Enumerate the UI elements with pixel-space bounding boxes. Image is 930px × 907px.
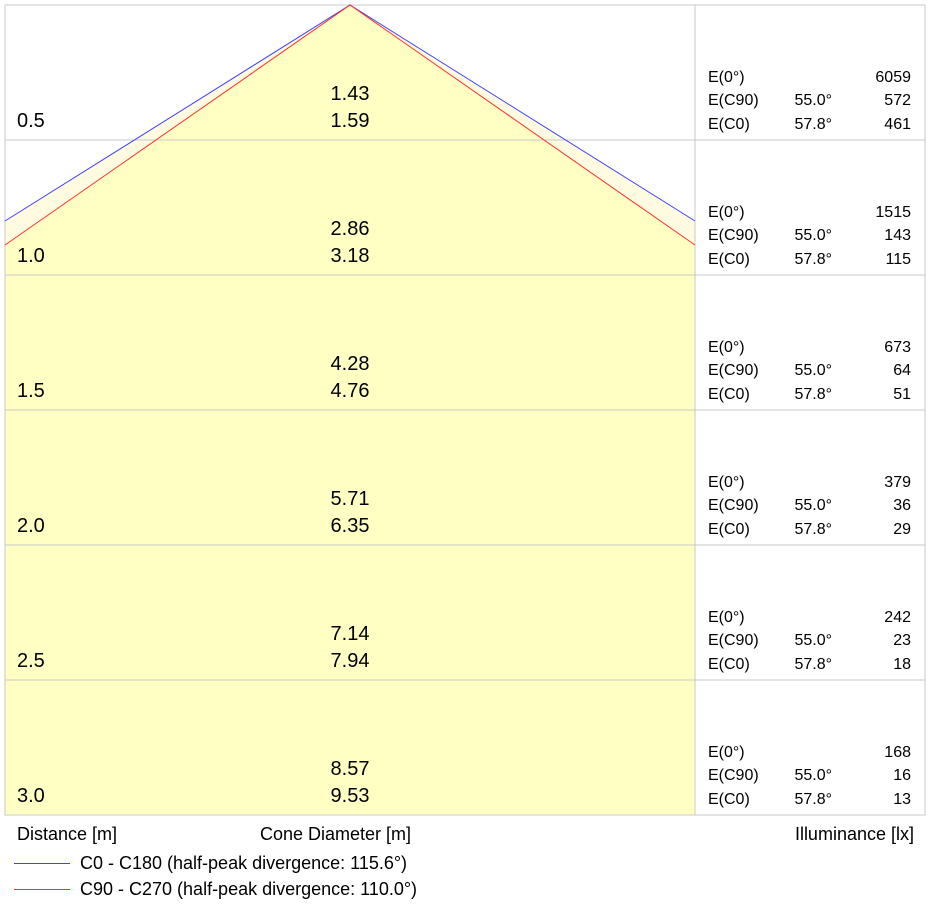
illuminance-ec90-value: 16	[893, 767, 911, 784]
cone-diameter-c0: 8.57	[331, 758, 370, 780]
illuminance-ec0-label: E(C0)	[708, 521, 750, 538]
illuminance-ec90-label: E(C90)	[708, 227, 759, 244]
illuminance-ec0-angle: 57.8°	[794, 386, 832, 403]
illuminance-ec0-angle: 57.8°	[794, 251, 832, 268]
distance-label: 1.0	[17, 245, 45, 267]
distance-label: 3.0	[17, 785, 45, 807]
legend-item-c0-c180: C0 - C180 (half-peak divergence: 115.6°)	[14, 851, 407, 875]
legend-item-c90-c270: C90 - C270 (half-peak divergence: 110.0°…	[14, 877, 417, 901]
illuminance-e0-label: E(0°)	[708, 339, 745, 356]
cone-diameter-c0: 2.86	[331, 218, 370, 240]
cone-diameter-c90: 4.76	[331, 380, 370, 402]
illuminance-ec90-angle: 55.0°	[794, 227, 832, 244]
illuminance-ec0-label: E(C0)	[708, 791, 750, 808]
illuminance-ec90-label: E(C90)	[708, 497, 759, 514]
cone-diameter-c90: 9.53	[331, 785, 370, 807]
legend-label-c90-c270: C90 - C270 (half-peak divergence: 110.0°…	[80, 878, 418, 899]
illuminance-ec90-value: 23	[893, 632, 911, 649]
illuminance-axis-label: Illuminance [lx]	[794, 824, 914, 844]
illuminance-e0-value: 242	[884, 609, 911, 626]
illuminance-ec90-angle: 55.0°	[794, 632, 832, 649]
legend-label-c0-c180: C0 - C180 (half-peak divergence: 115.6°)	[80, 852, 408, 873]
distance-label: 1.5	[17, 380, 45, 402]
cone-diameter-c0: 1.43	[331, 83, 370, 105]
illuminance-e0-label: E(0°)	[708, 69, 745, 86]
illuminance-ec90-angle: 55.0°	[794, 92, 832, 109]
distance-axis-label: Distance [m]	[17, 824, 118, 844]
illuminance-ec90-value: 143	[884, 227, 911, 244]
distance-label: 2.5	[17, 650, 45, 672]
illuminance-ec0-angle: 57.8°	[794, 656, 832, 673]
cone-diameter-c0: 5.71	[331, 488, 370, 510]
illuminance-ec0-value: 115	[885, 251, 911, 268]
illuminance-ec90-label: E(C90)	[708, 92, 759, 109]
illuminance-e0-label: E(0°)	[708, 474, 745, 491]
illuminance-ec90-label: E(C90)	[708, 362, 759, 379]
illuminance-e0-value: 673	[884, 339, 911, 356]
cone-diameter-c90: 7.94	[331, 650, 370, 672]
illuminance-ec90-value: 36	[893, 497, 911, 514]
illuminance-ec0-label: E(C0)	[708, 116, 750, 133]
illuminance-ec0-label: E(C0)	[708, 386, 750, 403]
illuminance-e0-value: 1515	[875, 204, 911, 221]
illuminance-e0-label: E(0°)	[708, 609, 745, 626]
cone-diameter-axis-label: Cone Diameter [m]	[260, 824, 412, 844]
illuminance-e0-value: 6059	[875, 69, 911, 86]
legend-swatch-red	[14, 888, 70, 890]
illuminance-ec0-value: 461	[884, 116, 911, 133]
illuminance-ec0-value: 13	[893, 791, 911, 808]
cone-diameter-c0: 7.14	[331, 623, 370, 645]
legend-swatch-blue	[14, 862, 70, 864]
distance-label: 2.0	[17, 515, 45, 537]
illuminance-e0-label: E(0°)	[708, 204, 745, 221]
illuminance-ec90-label: E(C90)	[708, 767, 759, 784]
illuminance-ec0-label: E(C0)	[708, 251, 750, 268]
illuminance-ec90-value: 64	[893, 362, 911, 379]
illuminance-ec90-angle: 55.0°	[794, 362, 832, 379]
cone-diameter-c0: 4.28	[331, 353, 370, 375]
cone-diameter-c90: 6.35	[331, 515, 370, 537]
illuminance-ec90-label: E(C90)	[708, 632, 759, 649]
illuminance-ec0-angle: 57.8°	[794, 521, 832, 538]
illuminance-ec0-value: 18	[893, 656, 911, 673]
cone-diameter-c90: 1.59	[331, 110, 370, 132]
illuminance-e0-value: 168	[884, 744, 911, 761]
illuminance-ec0-value: 29	[893, 521, 911, 538]
illuminance-ec0-angle: 57.8°	[794, 791, 832, 808]
illuminance-ec0-value: 51	[893, 386, 911, 403]
illuminance-ec0-label: E(C0)	[708, 656, 750, 673]
illuminance-ec90-value: 572	[884, 92, 911, 109]
illuminance-ec90-angle: 55.0°	[794, 497, 832, 514]
illuminance-ec90-angle: 55.0°	[794, 767, 832, 784]
cone-diameter-c90: 3.18	[331, 245, 370, 267]
distance-label: 0.5	[17, 110, 45, 132]
illuminance-e0-value: 379	[884, 474, 911, 491]
illuminance-e0-label: E(0°)	[708, 744, 745, 761]
cone-c90-c270-line	[4, 4, 696, 246]
illuminance-ec0-angle: 57.8°	[794, 116, 832, 133]
